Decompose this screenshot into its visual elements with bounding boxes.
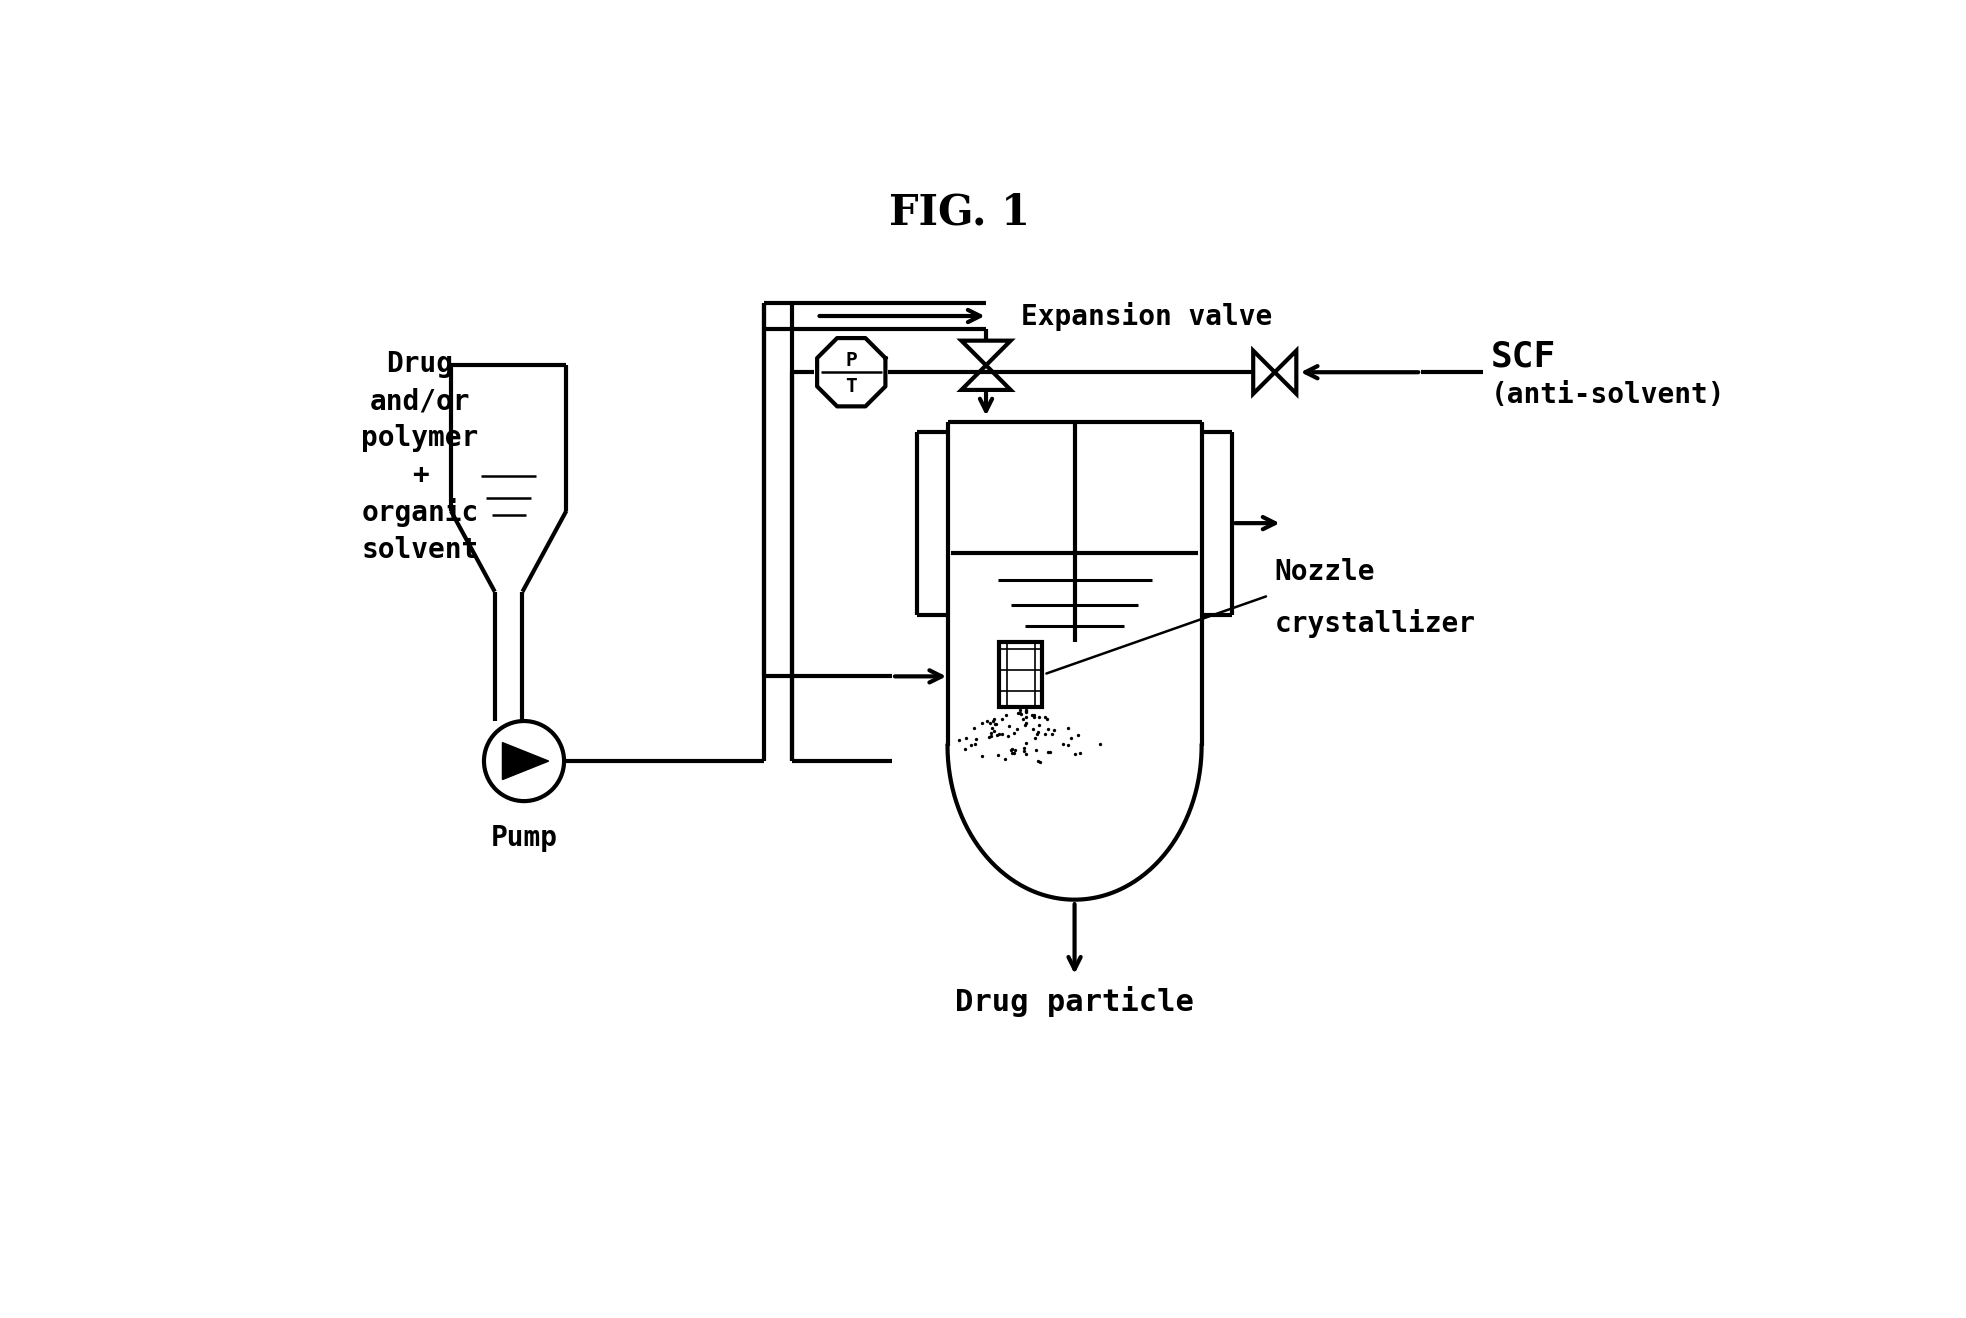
Text: SCF: SCF: [1490, 340, 1555, 374]
Text: Drug particle: Drug particle: [955, 986, 1193, 1017]
Text: FIG. 1: FIG. 1: [889, 191, 1030, 233]
Text: Expansion valve: Expansion valve: [1020, 302, 1272, 331]
Text: Pump: Pump: [490, 824, 558, 853]
Text: P: P: [845, 351, 857, 370]
Text: crystallizer: crystallizer: [1274, 609, 1476, 638]
Text: T: T: [845, 377, 857, 395]
Text: Drug
and/or
polymer
+
organic
solvent: Drug and/or polymer + organic solvent: [362, 351, 478, 564]
Text: Nozzle: Nozzle: [1274, 559, 1376, 587]
Text: (anti-solvent): (anti-solvent): [1490, 381, 1724, 410]
Polygon shape: [503, 742, 549, 779]
Bar: [999, 642, 1042, 708]
